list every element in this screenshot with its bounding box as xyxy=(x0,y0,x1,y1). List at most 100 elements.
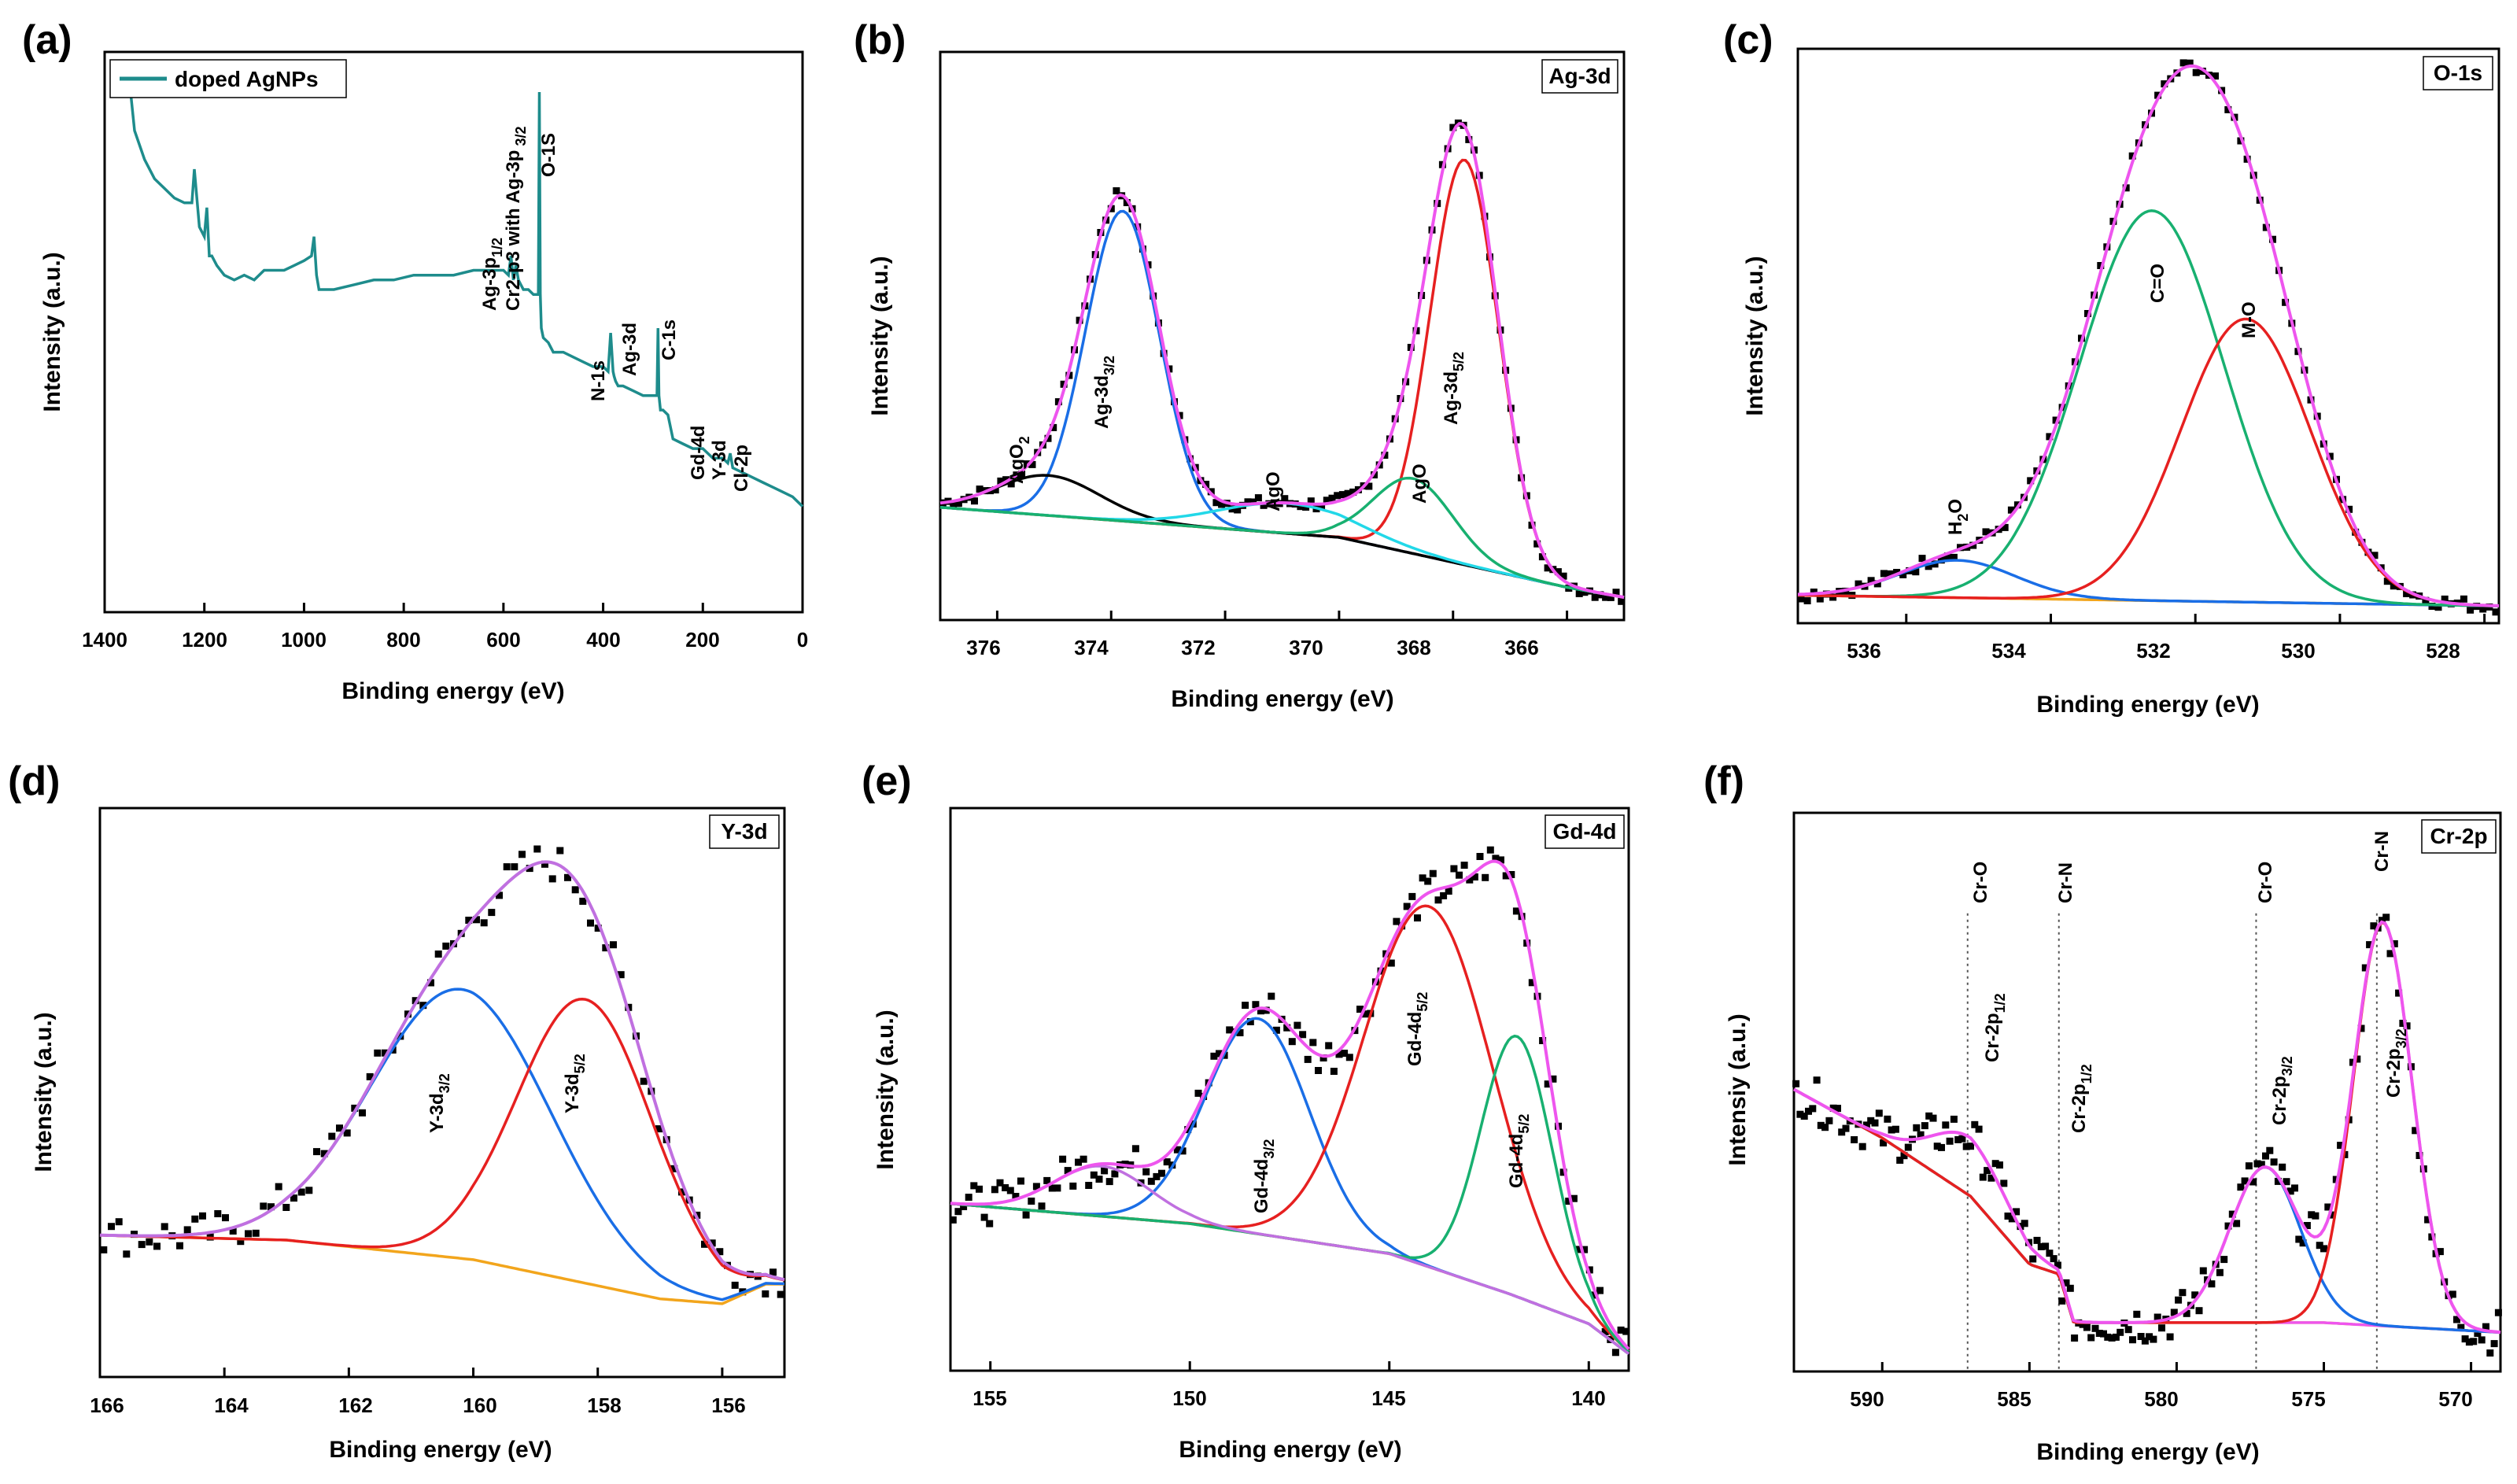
data-point xyxy=(2241,1177,2249,1185)
data-point xyxy=(1918,555,1926,563)
data-point xyxy=(1434,896,1442,904)
data-point xyxy=(1440,892,1448,899)
component-peak-line xyxy=(99,997,785,1282)
data-point xyxy=(1328,494,1336,502)
data-point xyxy=(1449,124,1457,131)
data-point xyxy=(1933,1143,1941,1150)
component-peak-line xyxy=(1793,921,2501,1334)
annot-ago-2: AgO xyxy=(1409,463,1430,504)
panel-e: (e) Gd-4d Gd-4d3/2 Gd-4d5/2 Gd-4d5/2 155… xyxy=(862,759,1630,1463)
data-point xyxy=(2379,917,2386,925)
data-point xyxy=(1345,1054,1353,1061)
data-point xyxy=(2195,1307,2203,1315)
tick-label: 158 xyxy=(587,1394,621,1417)
data-point xyxy=(1967,1143,1974,1150)
annot-n1s: N-1s xyxy=(588,360,609,401)
panel-tag: O-1s xyxy=(2434,61,2482,85)
data-point xyxy=(2108,1334,2116,1342)
data-point xyxy=(1867,577,1875,585)
data-point xyxy=(1942,1121,1950,1129)
data-point xyxy=(1829,1104,1837,1112)
data-point xyxy=(1281,495,1289,503)
data-point xyxy=(2124,1326,2132,1334)
data-point xyxy=(1309,1039,1317,1047)
data-point xyxy=(954,1208,962,1216)
data-point xyxy=(1216,1050,1223,1058)
data-point xyxy=(1028,460,1036,468)
data-point xyxy=(2237,1183,2245,1191)
data-point xyxy=(1330,1068,1338,1075)
x-axis-title: Binding energy (eV) xyxy=(2036,1439,2259,1465)
data-point xyxy=(2262,223,2270,231)
panel-d-plot xyxy=(98,845,785,1377)
data-point xyxy=(2224,1222,2232,1230)
panel-a-legend: doped AgNPs xyxy=(109,59,347,98)
data-point xyxy=(708,1239,716,1247)
data-point xyxy=(2166,1333,2174,1341)
data-point xyxy=(1834,1105,1841,1113)
tick-label: 528 xyxy=(2426,639,2460,663)
data-point xyxy=(769,1268,777,1276)
data-point xyxy=(2058,1297,2066,1305)
x-axis-title: Binding energy (eV) xyxy=(2036,692,2259,718)
panel-a-plot xyxy=(103,82,804,612)
data-point xyxy=(496,892,503,899)
y-axis-title: Intensity (a.u.) xyxy=(31,1012,57,1172)
data-point xyxy=(1618,597,1626,605)
data-point xyxy=(1958,1135,1966,1143)
data-point xyxy=(1938,1143,1945,1151)
data-point xyxy=(2233,1220,2241,1227)
data-point xyxy=(1884,1115,1891,1123)
data-point xyxy=(1888,1126,1895,1134)
data-point xyxy=(564,873,571,881)
data-point xyxy=(1982,528,1990,536)
data-point xyxy=(374,1049,382,1057)
tick-label: 0 xyxy=(797,628,808,652)
annot-cr2p32-a: Cr-2p3/2 xyxy=(2269,1056,2295,1125)
component-peak-line xyxy=(1797,317,2500,607)
data-point xyxy=(2328,1211,2336,1219)
tag-box xyxy=(709,814,780,849)
data-point xyxy=(1002,476,1010,484)
data-point xyxy=(1111,1170,1119,1178)
data-point xyxy=(1899,570,1907,578)
data-point xyxy=(297,1188,305,1196)
data-point xyxy=(123,1250,131,1258)
data-point xyxy=(2104,1333,2112,1341)
data-point xyxy=(2436,1248,2444,1256)
data-point xyxy=(1356,1006,1364,1013)
data-point xyxy=(1984,1167,1991,1175)
panel-d-frame xyxy=(98,807,786,1379)
data-point xyxy=(976,1185,983,1193)
background-line xyxy=(939,506,1625,599)
data-point xyxy=(282,1204,290,1211)
tick-label: 590 xyxy=(1850,1387,1884,1411)
data-point xyxy=(1403,903,1411,910)
data-point xyxy=(1796,1110,1804,1118)
annot-gd4d: Gd-4d xyxy=(688,426,709,480)
tick-label: 160 xyxy=(463,1394,496,1417)
data-point xyxy=(1028,1198,1035,1205)
data-point xyxy=(1006,1187,1014,1194)
data-point xyxy=(1539,1037,1547,1044)
component-peak-line xyxy=(1797,559,2500,607)
annot-y3d: Y-3d xyxy=(709,440,730,480)
data-point xyxy=(1080,1155,1087,1163)
data-point xyxy=(541,860,548,868)
data-point xyxy=(1424,877,1432,885)
data-point xyxy=(2097,262,2105,269)
data-point xyxy=(1842,1124,1850,1132)
data-point xyxy=(108,1223,115,1231)
data-point xyxy=(1153,1172,1161,1180)
annot-cr2p32-b: Cr-2p3/2 xyxy=(2383,1028,2409,1098)
data-point xyxy=(1858,1143,1866,1150)
data-point xyxy=(2390,582,2397,590)
panel-a-frame xyxy=(103,50,804,614)
data-point xyxy=(503,863,511,871)
data-point xyxy=(1607,593,1615,601)
data-point xyxy=(1038,1202,1046,1210)
data-point xyxy=(1544,564,1552,572)
data-point xyxy=(1059,1155,1067,1163)
data-point xyxy=(1880,1139,1888,1146)
data-point xyxy=(1575,589,1583,597)
